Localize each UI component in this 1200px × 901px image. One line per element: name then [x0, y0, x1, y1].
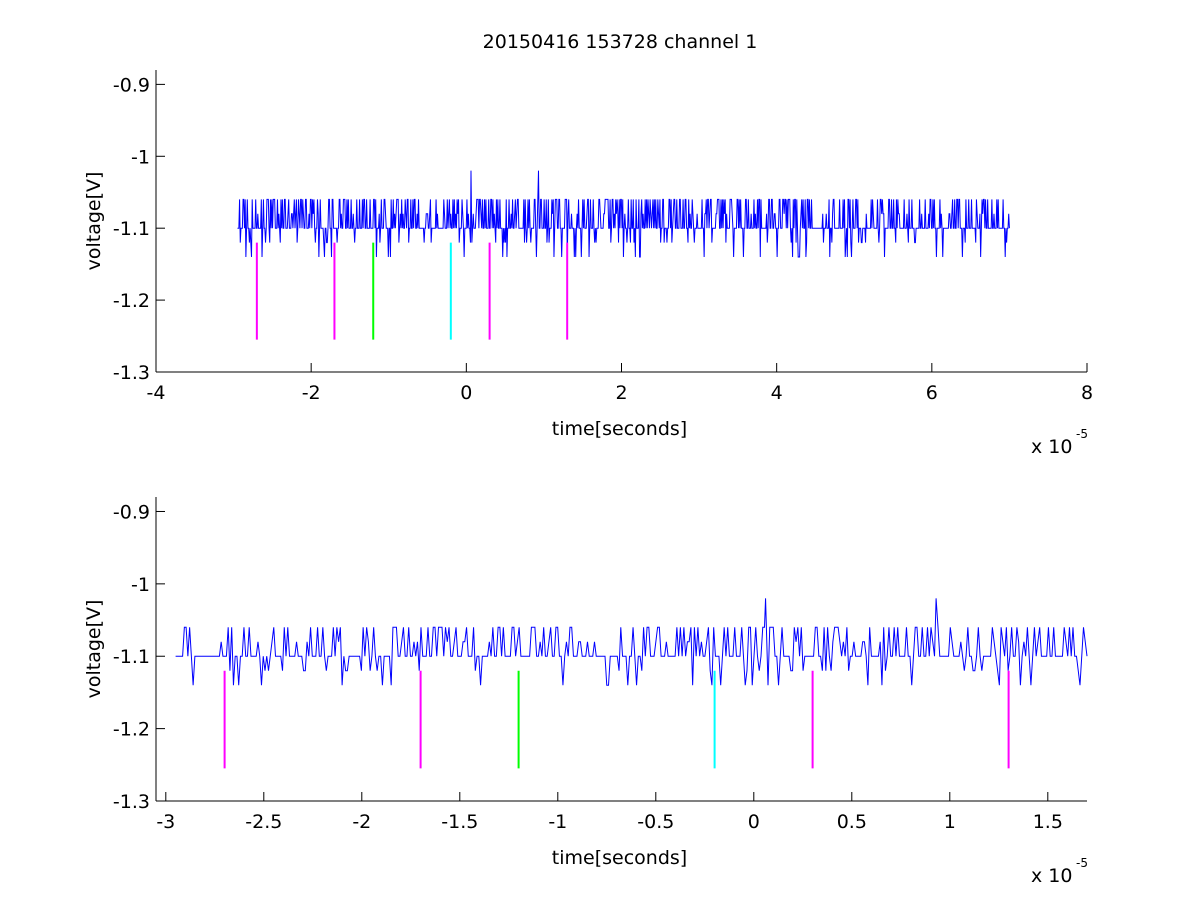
- top-axes: -4 -2 0 2 4 6 8 -1.3 -1.2 -1.1 -1 -0.9 time[seconds]…: [83, 70, 1093, 458]
- y-tick-label: -1.3: [113, 362, 150, 384]
- y-tick-label: -0.9: [113, 74, 150, 96]
- y-tick-label: -1.3: [113, 791, 150, 813]
- y-tick-label: -1: [131, 574, 150, 596]
- x-axis-label: time[seconds]: [552, 418, 687, 440]
- x-exponent: -5: [1076, 856, 1088, 870]
- x-tick-label: 1.5: [1033, 811, 1063, 833]
- y-tick-label: -1.1: [113, 218, 150, 240]
- x-tick-label: 6: [926, 382, 938, 404]
- x-tick-label: -2: [352, 811, 371, 833]
- x-tick-label: 4: [771, 382, 783, 404]
- figure-title: 20150416 153728 channel 1: [483, 31, 758, 53]
- x-tick-label: -4: [147, 382, 166, 404]
- y-tick-label: -1: [131, 146, 150, 168]
- y-tick-label: -1.2: [113, 290, 150, 312]
- x-tick-label: -0.5: [637, 811, 674, 833]
- x-tick-label: -3: [156, 811, 175, 833]
- x-multiplier: x 10: [1031, 865, 1072, 887]
- x-tick-label: -1.5: [441, 811, 478, 833]
- x-tick-label: 0: [460, 382, 472, 404]
- x-tick-label: 2: [615, 382, 627, 404]
- y-axis-label: voltage[V]: [83, 172, 105, 271]
- y-axis-label: voltage[V]: [83, 600, 105, 699]
- y-tick-label: -1.1: [113, 646, 150, 668]
- x-exponent: -5: [1076, 427, 1088, 441]
- x-tick-label: -1: [548, 811, 567, 833]
- y-tick-label: -1.2: [113, 719, 150, 741]
- x-tick-label: 8: [1081, 382, 1093, 404]
- signal-line: [175, 598, 1088, 686]
- signal-line: [237, 170, 1010, 258]
- bottom-axes: -3 -2.5 -2 -1.5 -1 -0.5 0 0.5 1 1.5 -1.3 -1.2 -1.1 -1…: [83, 497, 1088, 887]
- x-multiplier: x 10: [1031, 436, 1072, 458]
- x-tick-label: -2.5: [245, 811, 282, 833]
- x-tick-label: -2: [302, 382, 321, 404]
- x-tick-label: 0: [748, 811, 760, 833]
- y-tick-label: -0.9: [113, 501, 150, 523]
- x-tick-label: 1: [944, 811, 956, 833]
- x-tick-label: 0.5: [837, 811, 867, 833]
- x-axis-label: time[seconds]: [552, 847, 687, 869]
